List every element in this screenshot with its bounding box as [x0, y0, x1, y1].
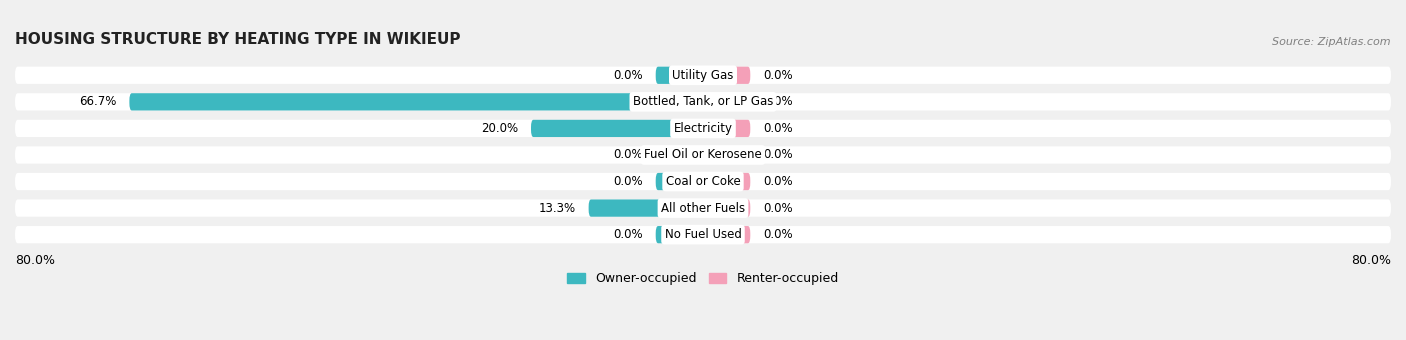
Text: Electricity: Electricity: [673, 122, 733, 135]
FancyBboxPatch shape: [703, 200, 751, 217]
Text: 0.0%: 0.0%: [763, 122, 793, 135]
Text: 0.0%: 0.0%: [613, 228, 643, 241]
FancyBboxPatch shape: [703, 173, 751, 190]
FancyBboxPatch shape: [15, 173, 1391, 190]
Text: 20.0%: 20.0%: [481, 122, 517, 135]
FancyBboxPatch shape: [15, 146, 1391, 164]
Text: 0.0%: 0.0%: [613, 149, 643, 162]
Text: No Fuel Used: No Fuel Used: [665, 228, 741, 241]
FancyBboxPatch shape: [703, 93, 751, 110]
FancyBboxPatch shape: [15, 200, 1391, 217]
Text: 13.3%: 13.3%: [538, 202, 575, 215]
FancyBboxPatch shape: [703, 146, 751, 164]
FancyBboxPatch shape: [703, 120, 751, 137]
Text: Fuel Oil or Kerosene: Fuel Oil or Kerosene: [644, 149, 762, 162]
FancyBboxPatch shape: [589, 200, 703, 217]
FancyBboxPatch shape: [531, 120, 703, 137]
Text: 0.0%: 0.0%: [763, 228, 793, 241]
Text: 0.0%: 0.0%: [763, 175, 793, 188]
FancyBboxPatch shape: [15, 120, 1391, 137]
Text: 0.0%: 0.0%: [763, 149, 793, 162]
FancyBboxPatch shape: [15, 226, 1391, 243]
Text: 0.0%: 0.0%: [763, 202, 793, 215]
Text: HOUSING STRUCTURE BY HEATING TYPE IN WIKIEUP: HOUSING STRUCTURE BY HEATING TYPE IN WIK…: [15, 32, 461, 47]
FancyBboxPatch shape: [655, 173, 703, 190]
Text: All other Fuels: All other Fuels: [661, 202, 745, 215]
FancyBboxPatch shape: [703, 226, 751, 243]
Text: Coal or Coke: Coal or Coke: [665, 175, 741, 188]
Text: 0.0%: 0.0%: [613, 175, 643, 188]
Text: 80.0%: 80.0%: [1351, 254, 1391, 267]
FancyBboxPatch shape: [655, 146, 703, 164]
FancyBboxPatch shape: [129, 93, 703, 110]
Text: 80.0%: 80.0%: [15, 254, 55, 267]
Text: 0.0%: 0.0%: [613, 69, 643, 82]
Text: Source: ZipAtlas.com: Source: ZipAtlas.com: [1272, 37, 1391, 47]
Text: 66.7%: 66.7%: [79, 95, 117, 108]
FancyBboxPatch shape: [655, 67, 703, 84]
FancyBboxPatch shape: [15, 93, 1391, 110]
Text: Bottled, Tank, or LP Gas: Bottled, Tank, or LP Gas: [633, 95, 773, 108]
FancyBboxPatch shape: [655, 226, 703, 243]
Text: 0.0%: 0.0%: [763, 95, 793, 108]
Text: Utility Gas: Utility Gas: [672, 69, 734, 82]
Text: 0.0%: 0.0%: [763, 69, 793, 82]
FancyBboxPatch shape: [15, 67, 1391, 84]
FancyBboxPatch shape: [703, 67, 751, 84]
Legend: Owner-occupied, Renter-occupied: Owner-occupied, Renter-occupied: [562, 267, 844, 290]
